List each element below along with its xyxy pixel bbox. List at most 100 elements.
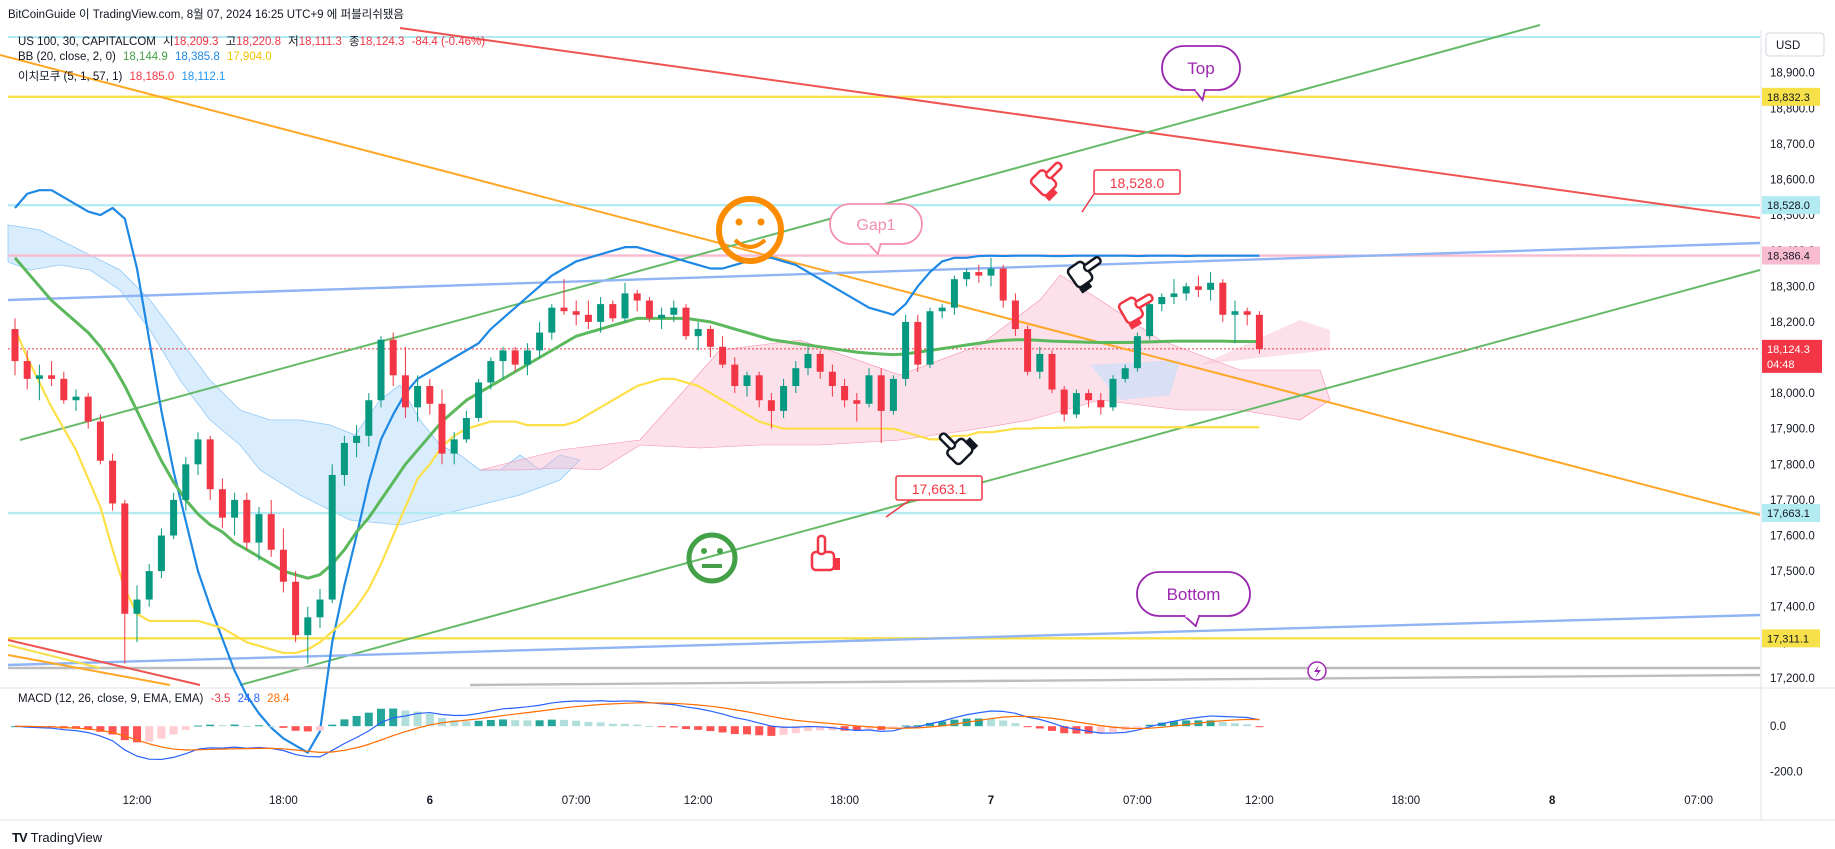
candle-body (1170, 293, 1178, 297)
y-tick-label: 17,400.0 (1770, 602, 1815, 614)
macd-bar (462, 721, 471, 727)
macd-bar (255, 725, 263, 727)
price-tag-label: 18,528.0 (1767, 200, 1810, 212)
candle-body (11, 329, 19, 362)
author-name[interactable]: BitCoinGuide (8, 9, 76, 21)
macd-signal-line (14, 702, 1260, 754)
macd-bar (1231, 723, 1239, 727)
smiley-face (716, 196, 784, 264)
macd-bar (987, 718, 995, 727)
macd-bar (438, 717, 446, 727)
ichimoku-legend[interactable]: 이치모쿠 (5, 1, 57, 1) 18,185.0 18,112.1 (18, 68, 229, 84)
candle-body (23, 361, 31, 379)
hand-finger (938, 432, 957, 451)
candle-body (267, 514, 275, 550)
macd-y-tick-label: 0.0 (1770, 721, 1786, 733)
macd-bar (218, 725, 227, 727)
candle-body (72, 396, 80, 401)
macd-bar (1072, 726, 1081, 734)
trendline-ascending-green-lower (239, 269, 1761, 686)
currency-label: USD (1776, 40, 1800, 52)
candle-body (304, 617, 312, 636)
candle-body (963, 272, 971, 280)
current-price-tag (1762, 339, 1822, 373)
macd-bar (1084, 726, 1093, 734)
macd-bar (230, 724, 239, 727)
candle-body (96, 421, 104, 461)
x-tick-label: 12:00 (684, 795, 713, 807)
macd-label: MACD (12, 26, close, 9, EMA, EMA) (18, 693, 204, 705)
candle-body (121, 503, 129, 614)
hand-pointer-black-icon (938, 432, 979, 466)
y-tick-label: 18,700.0 (1770, 139, 1815, 151)
candle-body (767, 400, 775, 411)
candle-body (1121, 368, 1129, 379)
macd-bar (804, 726, 812, 732)
x-tick-label: 18:00 (269, 795, 298, 807)
candle-body (877, 375, 885, 411)
macd-bar (523, 720, 532, 727)
macd-bar (865, 726, 873, 730)
macd-bar (755, 726, 764, 736)
candle-body (1207, 282, 1215, 290)
candle-body (426, 385, 434, 404)
tradingview-footer[interactable]: TV TradingView (12, 830, 102, 845)
macd-legend[interactable]: MACD (12, 26, close, 9, EMA, EMA) -3.5 2… (18, 693, 294, 705)
candle-body (597, 304, 605, 322)
x-tick-label: 18:00 (830, 795, 859, 807)
candle-body (218, 489, 226, 518)
ichimoku-cloud-bearish (7, 224, 581, 526)
candle-body (1243, 311, 1251, 315)
trendline-red-lower (7, 639, 201, 686)
macd-bar (974, 718, 983, 727)
macd-line-value: 24.8 (237, 693, 260, 705)
hand-pointer-red-icon (1029, 161, 1063, 202)
candle-body (1219, 282, 1227, 315)
y-tick-label: 17,700.0 (1770, 495, 1815, 507)
macd-bar (779, 726, 788, 735)
macd-bar (1133, 726, 1142, 728)
ichimoku-b-value: 18,112.1 (181, 71, 226, 83)
macd-bar (852, 726, 861, 731)
macd-bar (413, 711, 422, 727)
candle-body (328, 474, 336, 600)
bb-lower-value: 17,904.0 (226, 51, 272, 63)
macd-bar (572, 720, 581, 727)
macd-bar (206, 724, 215, 727)
bb-legend[interactable]: BB (20, close, 2, 0) 18,144.9 18,385.8 1… (18, 51, 276, 63)
x-tick-label: 12:00 (123, 795, 152, 807)
candle-body (645, 300, 653, 319)
price-tag (1762, 629, 1820, 648)
price-tag-label: 18,386.4 (1767, 251, 1810, 263)
candle-body (1255, 314, 1263, 349)
candle-body (1231, 311, 1239, 315)
macd-bar (547, 719, 556, 727)
macd-bar (901, 725, 910, 727)
macd-hist-value: -3.5 (210, 693, 231, 705)
candle-body (694, 329, 702, 337)
candle-body (462, 418, 470, 440)
candle-body (157, 535, 165, 572)
macd-histogram (11, 708, 1264, 743)
candle-body (987, 268, 995, 276)
candle-body (536, 332, 544, 351)
candle-body (1194, 286, 1202, 290)
x-tick-label: 18:00 (1391, 795, 1420, 807)
macd-bar (169, 726, 178, 735)
macd-bar (926, 722, 934, 727)
macd-bar (377, 708, 385, 727)
macd-bar (1243, 724, 1252, 727)
candle-body (35, 375, 43, 379)
candle-body (450, 439, 458, 454)
candle-body (926, 311, 934, 365)
macd-bar (328, 724, 337, 727)
price-tag (1762, 196, 1820, 215)
bb-basis-value: 18,144.9 (123, 51, 168, 63)
price-legend[interactable]: US 100, 30, CAPITALCOM 시18,209.3 고18,220… (18, 33, 489, 49)
macd-bar (425, 713, 434, 727)
candle-body (816, 353, 824, 372)
high-value: 18,220.8 (236, 36, 281, 48)
y-tick-label: 18,600.0 (1770, 175, 1815, 187)
hand-cuff (965, 437, 979, 450)
